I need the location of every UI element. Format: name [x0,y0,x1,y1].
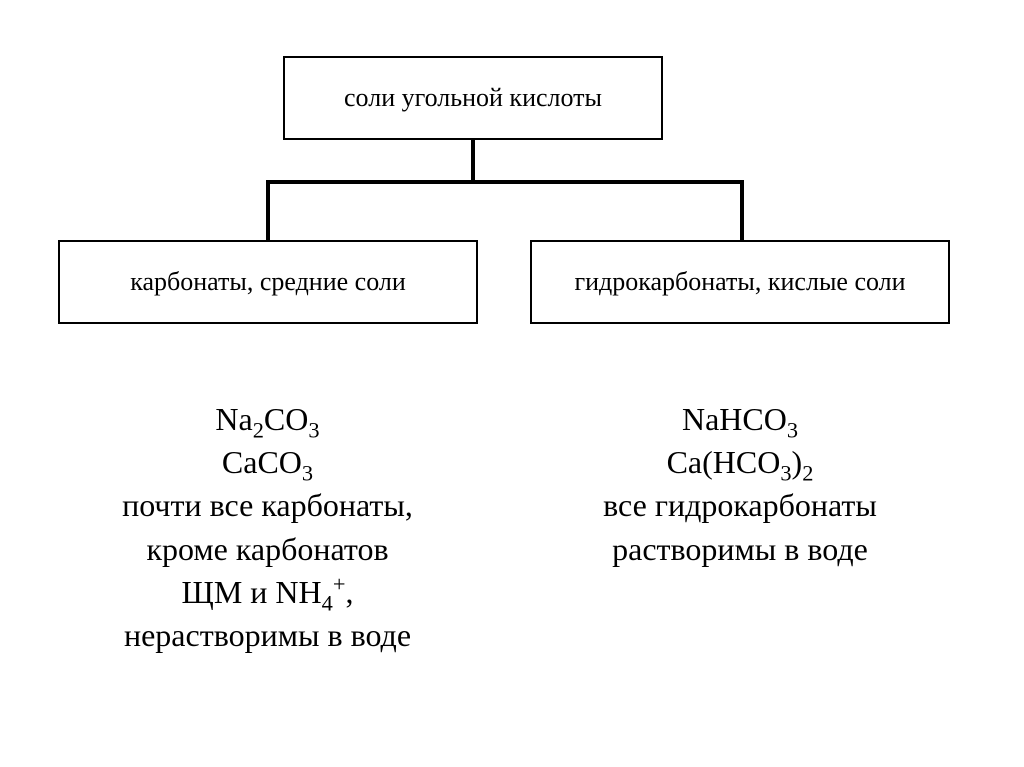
description-right: NaHCO3Ca(HCO3)2все гидрокарбонатыраствор… [530,398,950,571]
desc-line: кроме карбонатов [70,528,465,571]
child-label-right: гидрокарбонаты, кислые соли [574,267,905,297]
description-left: Na2CO3CaCO3почти все карбонаты,кроме кар… [70,398,465,657]
connector-hbar [266,180,744,184]
connector-right-drop [740,180,744,240]
child-node-right: гидрокарбонаты, кислые соли [530,240,950,324]
connector-root-drop [471,140,475,180]
connector-left-drop [266,180,270,240]
root-node: соли угольной кислоты [283,56,663,140]
root-label: соли угольной кислоты [344,83,602,113]
child-label-left: карбонаты, средние соли [130,267,406,297]
desc-line: Ca(HCO3)2 [530,441,950,484]
child-node-left: карбонаты, средние соли [58,240,478,324]
desc-line: растворимы в воде [530,528,950,571]
desc-line: почти все карбонаты, [70,484,465,527]
desc-line: ЩМ и NH4+, [70,571,465,614]
desc-line: все гидрокарбонаты [530,484,950,527]
desc-line: Na2CO3 [70,398,465,441]
desc-line: нерастворимы в воде [70,614,465,657]
desc-line: CaCO3 [70,441,465,484]
desc-line: NaHCO3 [530,398,950,441]
